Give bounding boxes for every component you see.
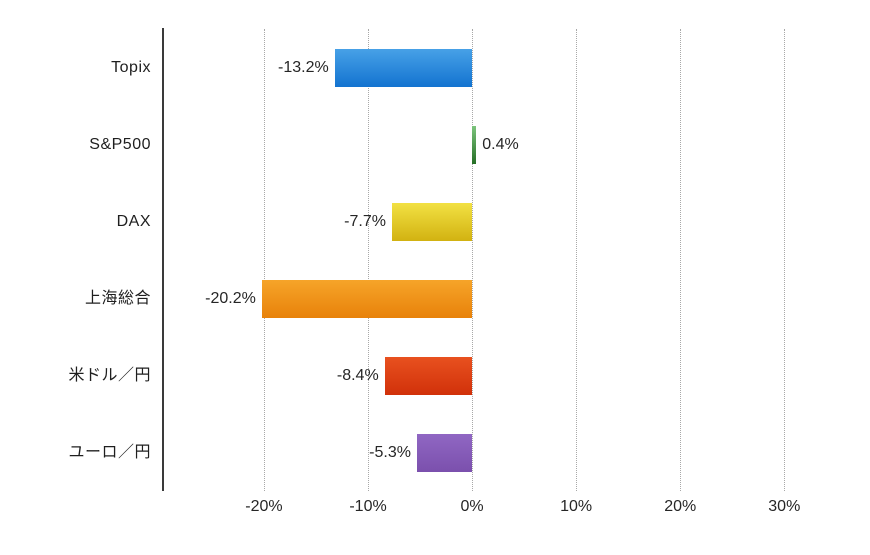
x-tick-label-20pct: 20% bbox=[664, 498, 697, 515]
category-label-dax: DAX bbox=[116, 212, 151, 230]
bar-shanghai-composite bbox=[261, 279, 473, 318]
bar-eur-jpy bbox=[416, 433, 473, 472]
y-axis-line bbox=[162, 28, 164, 491]
value-label-shanghai-composite: -20.2% bbox=[205, 289, 256, 307]
gridline-30pct bbox=[784, 29, 786, 491]
plot-area: -13.2% 0.4% -7.7% -20.2% -8.4% -5.3% bbox=[163, 29, 828, 491]
x-tick-label-10pct: 10% bbox=[560, 498, 593, 515]
gridline--20pct bbox=[263, 29, 265, 491]
gridline-0pct bbox=[472, 29, 474, 491]
bar-topix bbox=[334, 48, 473, 87]
gridline-10pct bbox=[576, 29, 578, 491]
value-label-topix: -13.2% bbox=[278, 58, 329, 76]
x-tick-label--10pct: -10% bbox=[349, 498, 387, 515]
x-axis-labels: -20% -10% 0% 10% 20% 30% bbox=[163, 497, 828, 521]
value-label-eur-jpy: -5.3% bbox=[369, 443, 411, 461]
x-tick-label-30pct: 30% bbox=[768, 498, 801, 515]
bar-usd-jpy bbox=[384, 356, 473, 395]
category-label-usd-jpy: 米ドル／円 bbox=[68, 366, 151, 384]
bar-sp500 bbox=[472, 125, 477, 164]
value-label-sp500: 0.4% bbox=[482, 135, 519, 153]
category-label-topix: Topix bbox=[111, 58, 151, 76]
y-axis-labels: Topix S&P500 DAX 上海総合米ドル／円ユーロ／円 bbox=[0, 29, 151, 491]
category-label-eur-jpy: ユーロ／円 bbox=[68, 443, 151, 461]
gridline--10pct bbox=[368, 29, 370, 491]
category-label-sp500: S&P500 bbox=[89, 135, 151, 153]
value-label-usd-jpy: -8.4% bbox=[336, 366, 379, 384]
x-tick-label--20pct: -20% bbox=[245, 498, 283, 515]
value-label-dax: -7.7% bbox=[344, 212, 386, 230]
bar-dax bbox=[391, 202, 473, 241]
category-label-shanghai-composite: 上海総合 bbox=[84, 289, 151, 307]
gridline-20pct bbox=[680, 29, 682, 491]
x-tick-label-0pct: 0% bbox=[460, 498, 484, 515]
